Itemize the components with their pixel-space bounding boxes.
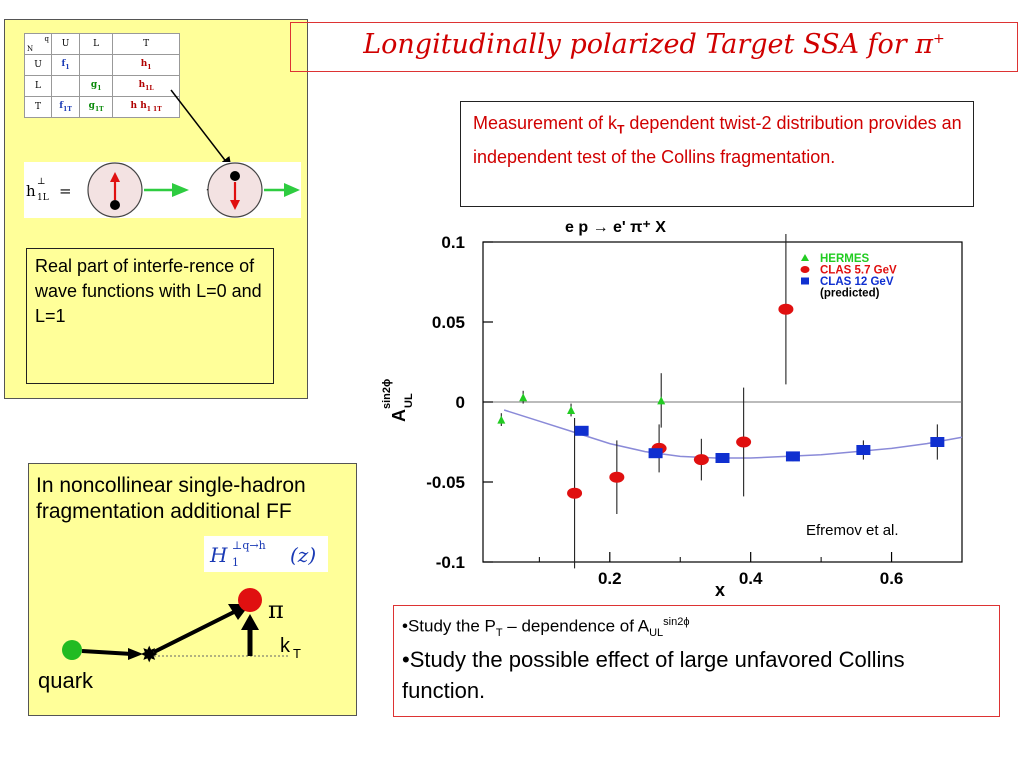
table-header: L (79, 33, 114, 55)
y-tick-label: 0 (456, 393, 465, 412)
table-row-label: L (24, 75, 52, 97)
h1l-diagram: h ⊥ 1L = − (24, 162, 301, 218)
table-cell: f1 (50, 54, 81, 76)
interference-note: Real part of interfe-rence of wave funct… (26, 248, 274, 384)
svg-text:1L: 1L (37, 193, 49, 203)
legend-label: HERMES (820, 253, 870, 265)
quark-line (81, 649, 133, 656)
slide-title: Longitudinally polarized Target SSA for … (363, 29, 945, 60)
quark-label: quark (38, 668, 94, 693)
quark-dot-left (110, 200, 120, 210)
table-row-label: U (24, 54, 52, 76)
svg-text:sin2ϕ: sin2ϕ (381, 379, 393, 409)
clas12-point (856, 445, 871, 455)
y-tick-label: -0.05 (426, 473, 465, 492)
fragmentation-diagram: ✸ π k T quark (38, 588, 301, 693)
table-cell (50, 75, 81, 97)
hermes-point (497, 415, 506, 424)
table-cell: h h1 1T (112, 96, 180, 118)
x-tick-label: 0.4 (739, 569, 763, 588)
study-line-1: •Study the PT – dependence of AULsin2ϕ (402, 616, 690, 640)
measurement-note: Measurement of kT dependent twist-2 dist… (460, 101, 974, 207)
gluon-burst-icon: ✸ (140, 643, 158, 668)
data-points (497, 234, 945, 569)
y-axis-label: A sin2ϕ UL (381, 379, 415, 422)
table-cell: g1T (79, 96, 114, 118)
table-header: T (112, 33, 180, 55)
pion-momentum-line (153, 608, 239, 654)
clas12-point (715, 453, 730, 463)
tmd-table: N q U L T U f1 h1 L g1 h1L T f1T g1T h h… (24, 33, 180, 118)
x-tick-label: 0.2 (598, 569, 622, 588)
clas12-point (648, 448, 663, 459)
pion-label: π (268, 596, 284, 624)
table-cell: g1 (79, 75, 114, 97)
clas12-point (574, 425, 589, 436)
chart-title: e p → e' π⁺ X (565, 219, 666, 236)
legend-label: CLAS 12 GeV (820, 276, 894, 288)
svg-text:⊥: ⊥ (37, 177, 45, 187)
study-line-2: •Study the possible effect of large unfa… (402, 647, 905, 703)
title-box: Longitudinally polarized Target SSA for … (290, 22, 1018, 72)
legend-label: (predicted) (820, 288, 880, 300)
table-cell: h1L (112, 75, 180, 97)
y-tick-label: -0.1 (436, 553, 465, 572)
clas12-point (785, 451, 800, 462)
fragmentation-panel (28, 463, 357, 716)
legend-marker (801, 254, 809, 261)
svg-text:T: T (293, 646, 301, 661)
clas57-point (693, 454, 709, 466)
x-axis-label: x (715, 580, 725, 600)
study-box: •Study the PT – dependence of AULsin2ϕ •… (393, 605, 1000, 717)
y-tick-label: 0.05 (432, 313, 465, 332)
table-cell: h1 (112, 54, 180, 76)
quark-dot-right (230, 171, 240, 181)
h1l-diagram-svg: h ⊥ 1L = − (26, 162, 300, 218)
legend-marker (800, 266, 810, 273)
svg-text:UL: UL (403, 393, 415, 408)
clas57-point (736, 436, 752, 448)
table-corner: N q (24, 33, 52, 55)
svg-text:A: A (389, 409, 409, 422)
credit-label: Efremov et al. (806, 522, 899, 539)
legend-marker (801, 277, 809, 285)
clas57-point (567, 487, 583, 499)
clas57-point (778, 303, 794, 315)
table-cell (79, 54, 114, 76)
chart-ticks: 0.1 0.05 0 -0.05 -0.1 0.2 0.4 0.6 (426, 233, 903, 588)
clas12-point (930, 437, 945, 447)
y-tick-label: 0.1 (441, 233, 465, 252)
clas57-point (609, 471, 625, 483)
h1l-label: h (26, 182, 36, 200)
kt-label: k (280, 635, 291, 657)
x-tick-label: 0.6 (880, 569, 904, 588)
collins-ff-formula: H 1 ⊥q→h (z) (204, 536, 328, 572)
quark-dot (62, 640, 82, 660)
legend-label: CLAS 5.7 GeV (820, 265, 897, 277)
hermes-point (657, 396, 666, 405)
equals-sign: = (59, 182, 72, 200)
noncollinear-text: In noncollinear single-hadron fragmentat… (36, 474, 306, 523)
table-row-label: T (24, 96, 52, 118)
table-cell: f1T (50, 96, 81, 118)
hermes-point (519, 393, 528, 402)
table-header: U (50, 33, 81, 55)
pion-dot (238, 588, 262, 612)
hermes-point (567, 406, 576, 414)
chart-frame (482, 241, 963, 563)
